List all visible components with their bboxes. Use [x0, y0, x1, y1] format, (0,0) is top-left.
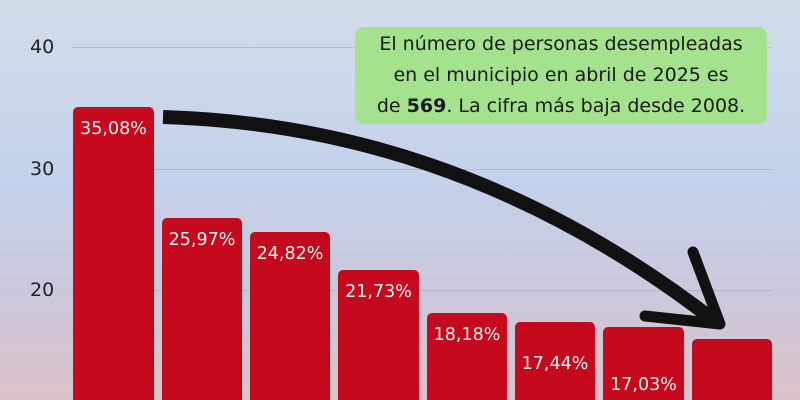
gridline-20 [72, 290, 772, 291]
y-tick-20: 20 [30, 279, 55, 301]
bar-5: 18,18% [427, 313, 507, 400]
bar-2: 25,97% [162, 218, 242, 400]
bar-3: 24,82% [250, 232, 330, 400]
annotation-callout: El número de personas desempleadas en el… [355, 27, 767, 124]
y-tick-30: 30 [30, 158, 55, 180]
callout-line-3: de 569. La cifra más baja desde 2008. [355, 91, 767, 122]
bar-label: 18,18% [433, 325, 501, 345]
bar-label: 17,03% [610, 375, 677, 395]
y-tick-40: 40 [30, 36, 55, 58]
bar-label: 24,82% [256, 244, 324, 264]
bar-label: 17,44% [521, 354, 589, 374]
callout-line-2: en el municipio en abril de 2025 es [393, 64, 729, 86]
bar-label: 21,73% [345, 282, 412, 302]
callout-line-1: El número de personas desempleadas [379, 33, 743, 55]
bar-4: 21,73% [338, 270, 419, 400]
bar-label: 25,97% [168, 230, 236, 250]
bar-label: 35,08% [80, 119, 147, 139]
bar-6: 17,44% [515, 322, 595, 400]
bar-7: 17,03% [603, 327, 684, 400]
bar-1: 35,08% [73, 107, 154, 400]
callout-highlight-value: 569 [406, 95, 447, 117]
callout-text: de [376, 95, 407, 117]
callout-text: . La cifra más baja desde 2008. [446, 95, 746, 117]
bar-8 [692, 339, 772, 400]
